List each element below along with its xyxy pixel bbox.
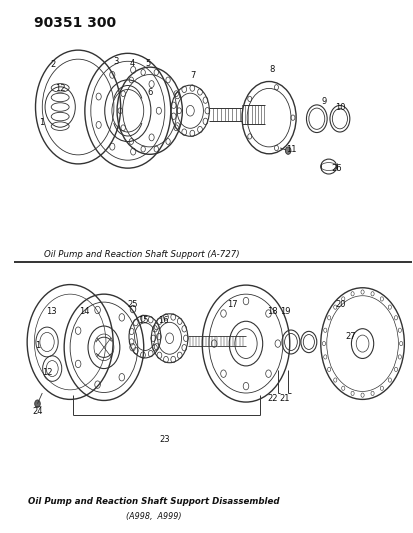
Text: 2: 2: [51, 60, 56, 69]
Text: 12: 12: [42, 368, 53, 377]
Text: 25: 25: [128, 300, 138, 309]
Text: 26: 26: [331, 164, 342, 173]
Text: 14: 14: [79, 307, 89, 316]
Text: 21: 21: [279, 394, 290, 403]
Text: 24: 24: [32, 407, 43, 416]
Text: Oil Pump and Reaction Shaft Support (A-727): Oil Pump and Reaction Shaft Support (A-7…: [44, 250, 240, 259]
Text: 1: 1: [39, 118, 44, 127]
Text: 22: 22: [267, 394, 278, 403]
Circle shape: [35, 400, 40, 407]
Text: 1: 1: [35, 341, 40, 350]
Text: 15: 15: [138, 316, 148, 325]
Text: 16: 16: [158, 316, 169, 325]
Text: 90351 300: 90351 300: [34, 15, 116, 29]
Text: 18: 18: [267, 307, 278, 316]
Text: 27: 27: [345, 332, 356, 341]
Text: 13: 13: [46, 307, 56, 316]
Text: 4: 4: [129, 59, 134, 68]
Text: 8: 8: [270, 66, 275, 74]
Text: 10: 10: [335, 102, 346, 111]
Text: 11: 11: [286, 145, 296, 154]
Text: 17: 17: [227, 300, 238, 309]
Text: 19: 19: [280, 307, 291, 316]
Text: 3: 3: [113, 58, 119, 66]
Text: (A998,  A999): (A998, A999): [126, 512, 181, 521]
Text: 12: 12: [55, 84, 65, 93]
Text: 20: 20: [335, 300, 346, 309]
Text: Oil Pump and Reaction Shaft Support Disassembled: Oil Pump and Reaction Shaft Support Disa…: [28, 497, 280, 506]
Text: 9: 9: [321, 97, 327, 106]
Text: 23: 23: [159, 435, 170, 444]
Circle shape: [285, 147, 291, 155]
Text: 7: 7: [190, 70, 195, 79]
Text: 5: 5: [145, 59, 150, 68]
Text: 6: 6: [147, 87, 152, 96]
